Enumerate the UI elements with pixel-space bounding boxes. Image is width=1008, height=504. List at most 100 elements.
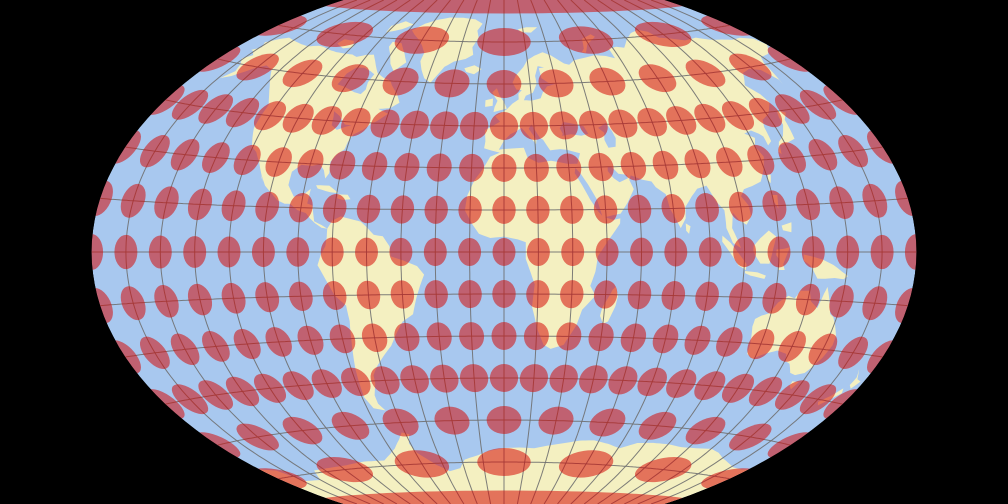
tissot-indicatrix [862,286,888,321]
tissot-indicatrix [721,101,755,131]
tissot-indicatrix [198,94,234,124]
tissot-indicatrix [491,322,517,350]
tissot-indicatrix [225,376,260,407]
tissot-indicatrix [666,369,697,398]
tissot-indicatrix [579,110,608,139]
tissot-indicatrix [91,234,104,270]
tissot-indicatrix [795,283,821,316]
tissot-indicatrix [341,367,371,397]
tissot-indicatrix [684,149,711,179]
tissot-indicatrix [767,236,791,268]
tissot-indicatrix [202,142,230,173]
tissot-indicatrix [389,237,413,267]
tissot-indicatrix [289,192,313,223]
tissot-indicatrix [728,191,753,222]
tissot-indicatrix [183,236,207,268]
tissot-indicatrix [716,147,743,177]
tissot-indicatrix [661,194,686,223]
tissot-indicatrix [265,147,292,177]
tissot-indicatrix [637,107,667,137]
tissot-indicatrix [523,322,549,351]
tissot-indicatrix [685,59,726,88]
tissot-indicatrix [331,64,370,93]
tissot-indicatrix [634,21,692,47]
tissot-indicatrix [170,138,200,171]
tissot-indicatrix [458,195,482,224]
tissot-indicatrix [549,364,578,393]
tissot-indicatrix [694,371,726,401]
tissot-indicatrix [329,324,356,354]
tissot-indicatrix [870,234,894,270]
tissot-indicatrix [593,195,618,224]
tissot-indicatrix [316,21,374,47]
landmass-cuba [316,185,339,194]
tissot-indicatrix [370,366,400,395]
tissot-indicatrix [721,373,755,403]
tissot-indicatrix [120,286,146,321]
tissot-indicatrix [558,450,614,478]
tissot-indicatrix [322,281,347,310]
tissot-indicatrix [424,195,448,224]
tissot-indicatrix [620,151,647,181]
tissot-indicatrix [148,235,172,269]
tissot-indicatrix [685,416,726,445]
tissot-indicatrix [282,416,323,445]
tissot-indicatrix [423,237,447,267]
tissot-indicatrix [778,142,806,173]
tissot-indicatrix [390,195,415,224]
tissot-indicatrix [356,280,381,310]
tissot-indicatrix [526,237,550,267]
tissot-indicatrix [255,191,280,222]
tissot-indicatrix [154,186,179,220]
tissot-indicatrix [558,26,614,54]
tissot-indicatrix [774,380,810,410]
tissot-indicatrix [561,237,585,267]
tissot-indicatrix [297,149,324,179]
tissot-indicatrix [286,237,310,267]
tissot-indicatrix [114,234,138,270]
tissot-indicatrix [394,152,420,182]
tissot-indicatrix [289,281,313,312]
tissot-indicatrix [311,106,342,135]
tissot-indicatrix [486,70,522,98]
tissot-indicatrix [795,188,821,221]
tissot-indicatrix [356,194,381,224]
tissot-indicatrix [526,280,550,309]
tissot-indicatrix [187,188,213,221]
tissot-indicatrix [588,322,614,352]
tissot-indicatrix [519,111,549,140]
tissot-indicatrix [728,282,753,313]
tissot-indicatrix [638,411,677,440]
tissot-indicatrix [652,324,679,354]
tissot-indicatrix [430,364,459,393]
tissot-indicatrix [251,236,275,268]
tissot-indicatrix [390,280,415,309]
tissot-indicatrix [434,406,470,435]
tissot-indicatrix [458,237,482,267]
tissot-indicatrix [778,331,806,362]
tissot-indicatrix [560,280,584,309]
tissot-indicatrix [627,194,652,224]
tissot-indicatrix [382,408,419,437]
tissot-indicatrix [171,384,209,415]
tissot-indicatrix [634,457,692,483]
tissot-indicatrix [486,406,522,434]
tissot-indicatrix [341,107,371,137]
tissot-indicatrix [608,366,638,395]
tissot-indicatrix [400,365,429,394]
tissot-indicatrix [774,94,810,124]
tissot-indicatrix [361,323,388,353]
tissot-indicatrix [838,336,869,369]
tissot-indicatrix [595,237,619,267]
landmass-java [744,271,766,279]
tissot-indicatrix [424,280,448,309]
map-area [91,0,917,504]
tissot-indicatrix [637,367,667,397]
tissot-indicatrix [171,89,209,120]
tissot-indicatrix [198,380,234,410]
tissot-indicatrix [154,284,179,318]
tissot-indicatrix [698,237,722,267]
tissot-indicatrix [652,150,679,180]
tissot-indicatrix [355,237,378,267]
